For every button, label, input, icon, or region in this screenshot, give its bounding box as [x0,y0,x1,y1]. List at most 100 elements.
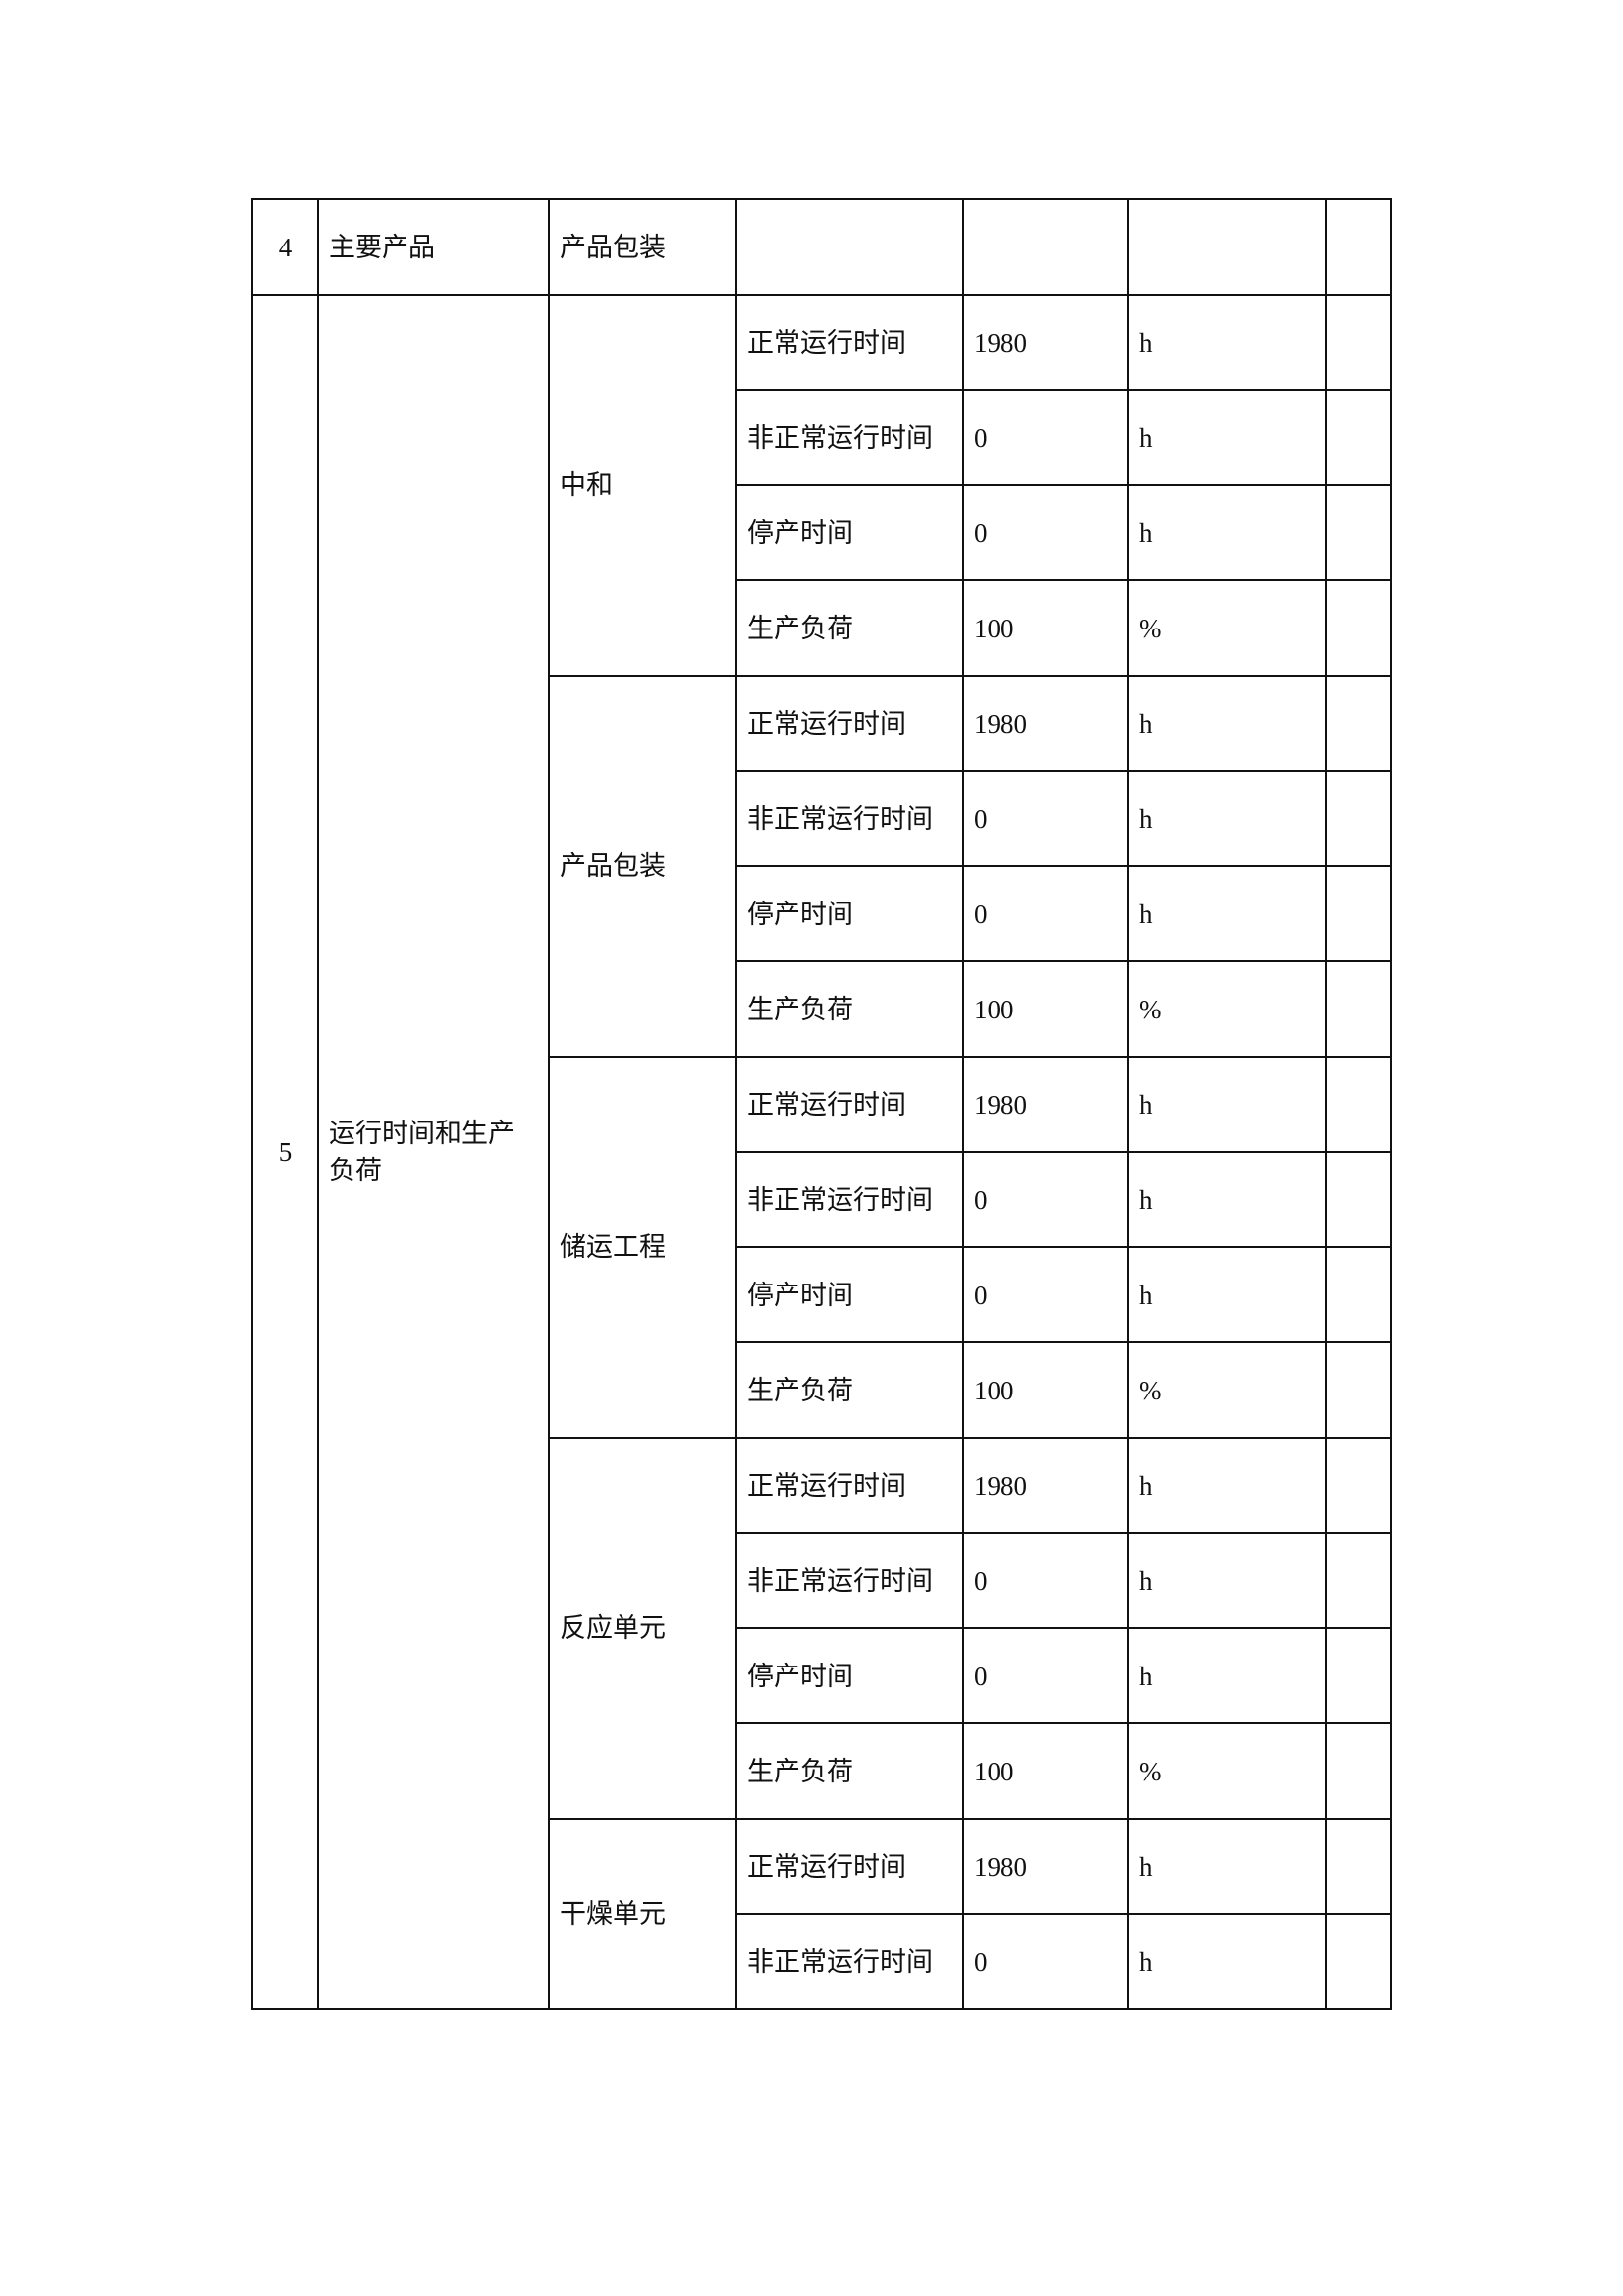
table-row: 4 主要产品 产品包装 [251,198,1392,296]
empty-cell [1325,865,1392,962]
empty-cell [1325,294,1392,391]
metric-label: 非正常运行时间 [735,1151,964,1248]
metric-label: 正常运行时间 [735,675,964,772]
table-row: 非正常运行时间 0 h [252,1532,1392,1629]
metric-unit: h [1127,1627,1327,1724]
table-row: 储运工程 正常运行时间 1980 h [252,1056,1392,1439]
table-row: 停产时间 0 h [252,1627,1392,1724]
metric-unit: h [1127,865,1327,962]
metric-unit: h [1127,1151,1327,1248]
metric-label: 正常运行时间 [735,294,964,391]
metric-unit: h [1127,1532,1327,1629]
row-number: 5 [251,294,319,2010]
table-row: 生产负荷 100% [252,1341,1392,1439]
metric-label: 正常运行时间 [735,1818,964,1915]
metric-value: 0 [962,1627,1129,1724]
metric-label: 生产负荷 [735,579,964,677]
table-row: 非正常运行时间 0 h [252,1913,1392,2010]
empty-cell [1325,389,1392,486]
group-name: 反应单元 [548,1437,737,1820]
table-row: 生产负荷 100% [252,960,1392,1058]
table-row: 生产负荷 100% [252,1722,1392,1820]
table-row: 非正常运行时间 0 h [252,770,1392,867]
empty-cell [1325,579,1392,677]
metric-label: 生产负荷 [735,960,964,1058]
table-row: 生产负荷 100% [252,579,1392,677]
empty-cell [1325,1246,1392,1343]
table-row: 非正常运行时间 0 h [252,389,1392,486]
metric-label: 正常运行时间 [735,1437,964,1534]
item-name: 运行时间和生产负荷 [317,294,550,2010]
metric-value: 0 [962,484,1129,581]
empty-cell [962,198,1129,296]
table-row: 停产时间 0 h [252,484,1392,581]
operation-table: 4 主要产品 产品包装 5 运行时间和生产负荷 中和 正常运行时间 1980 h 非正常运行… [251,198,1392,2010]
metric-value: 0 [962,1151,1129,1248]
metric-label: 停产时间 [735,1627,964,1724]
empty-cell [1325,1913,1392,2010]
metric-value: 100 [962,1722,1129,1820]
table-row: 反应单元 正常运行时间 1980 h [252,1437,1392,1820]
metric-label: 停产时间 [735,484,964,581]
metric-unit: h [1127,675,1327,772]
metric-value: 1980 [962,1818,1129,1915]
metric-value: 1980 [962,675,1129,772]
metric-unit: % [1127,960,1327,1058]
metric-value: 100 [962,579,1129,677]
metric-label: 非正常运行时间 [735,1532,964,1629]
metric-value: 0 [962,1246,1129,1343]
table-row: 5 运行时间和生产负荷 中和 正常运行时间 1980 h [251,294,1392,2010]
metric-unit: % [1127,579,1327,677]
table-row: 产品包装 正常运行时间 1980 h [252,675,1392,1058]
metric-label: 非正常运行时间 [735,1913,964,2010]
empty-cell [1325,1437,1392,1534]
metric-label: 停产时间 [735,1246,964,1343]
empty-cell [1325,1627,1392,1724]
empty-cell [1325,675,1392,772]
metric-unit: h [1127,1246,1327,1343]
empty-cell [1127,198,1327,296]
group-name: 产品包装 [548,675,737,1058]
metric-unit: % [1127,1722,1327,1820]
metric-label: 非正常运行时间 [735,389,964,486]
sub-item: 产品包装 [548,198,737,296]
metric-unit: % [1127,1341,1327,1439]
empty-cell [1325,770,1392,867]
metric-value: 1980 [962,1056,1129,1153]
metric-label: 生产负荷 [735,1341,964,1439]
group-name: 中和 [548,294,737,677]
metric-unit: h [1127,1818,1327,1915]
metric-unit: h [1127,484,1327,581]
metric-unit: h [1127,1437,1327,1534]
item-name: 主要产品 [317,198,550,296]
metric-label: 非正常运行时间 [735,770,964,867]
metric-unit: h [1127,294,1327,391]
empty-cell [1325,1151,1392,1248]
empty-cell [1325,1722,1392,1820]
empty-cell [1325,484,1392,581]
metric-value: 0 [962,770,1129,867]
metric-value: 0 [962,1532,1129,1629]
table-row: 停产时间 0 h [252,1246,1392,1343]
empty-cell [1325,1341,1392,1439]
empty-cell [735,198,964,296]
metric-label: 正常运行时间 [735,1056,964,1153]
metric-value: 100 [962,1341,1129,1439]
empty-cell [1325,1056,1392,1153]
row-number: 4 [251,198,319,296]
group-name: 储运工程 [548,1056,737,1439]
metric-value: 0 [962,865,1129,962]
empty-cell [1325,198,1392,296]
group-name: 干燥单元 [548,1818,737,2010]
metric-unit: h [1127,1913,1327,2010]
table-row: 干燥单元 正常运行时间 1980 h [252,1818,1392,2010]
metric-unit: h [1127,770,1327,867]
metric-label: 停产时间 [735,865,964,962]
table-row: 停产时间 0 h [252,865,1392,962]
metric-label: 生产负荷 [735,1722,964,1820]
empty-cell [1325,1532,1392,1629]
metric-value: 1980 [962,1437,1129,1534]
empty-cell [1325,1818,1392,1915]
empty-cell [1325,960,1392,1058]
metric-unit: h [1127,1056,1327,1153]
